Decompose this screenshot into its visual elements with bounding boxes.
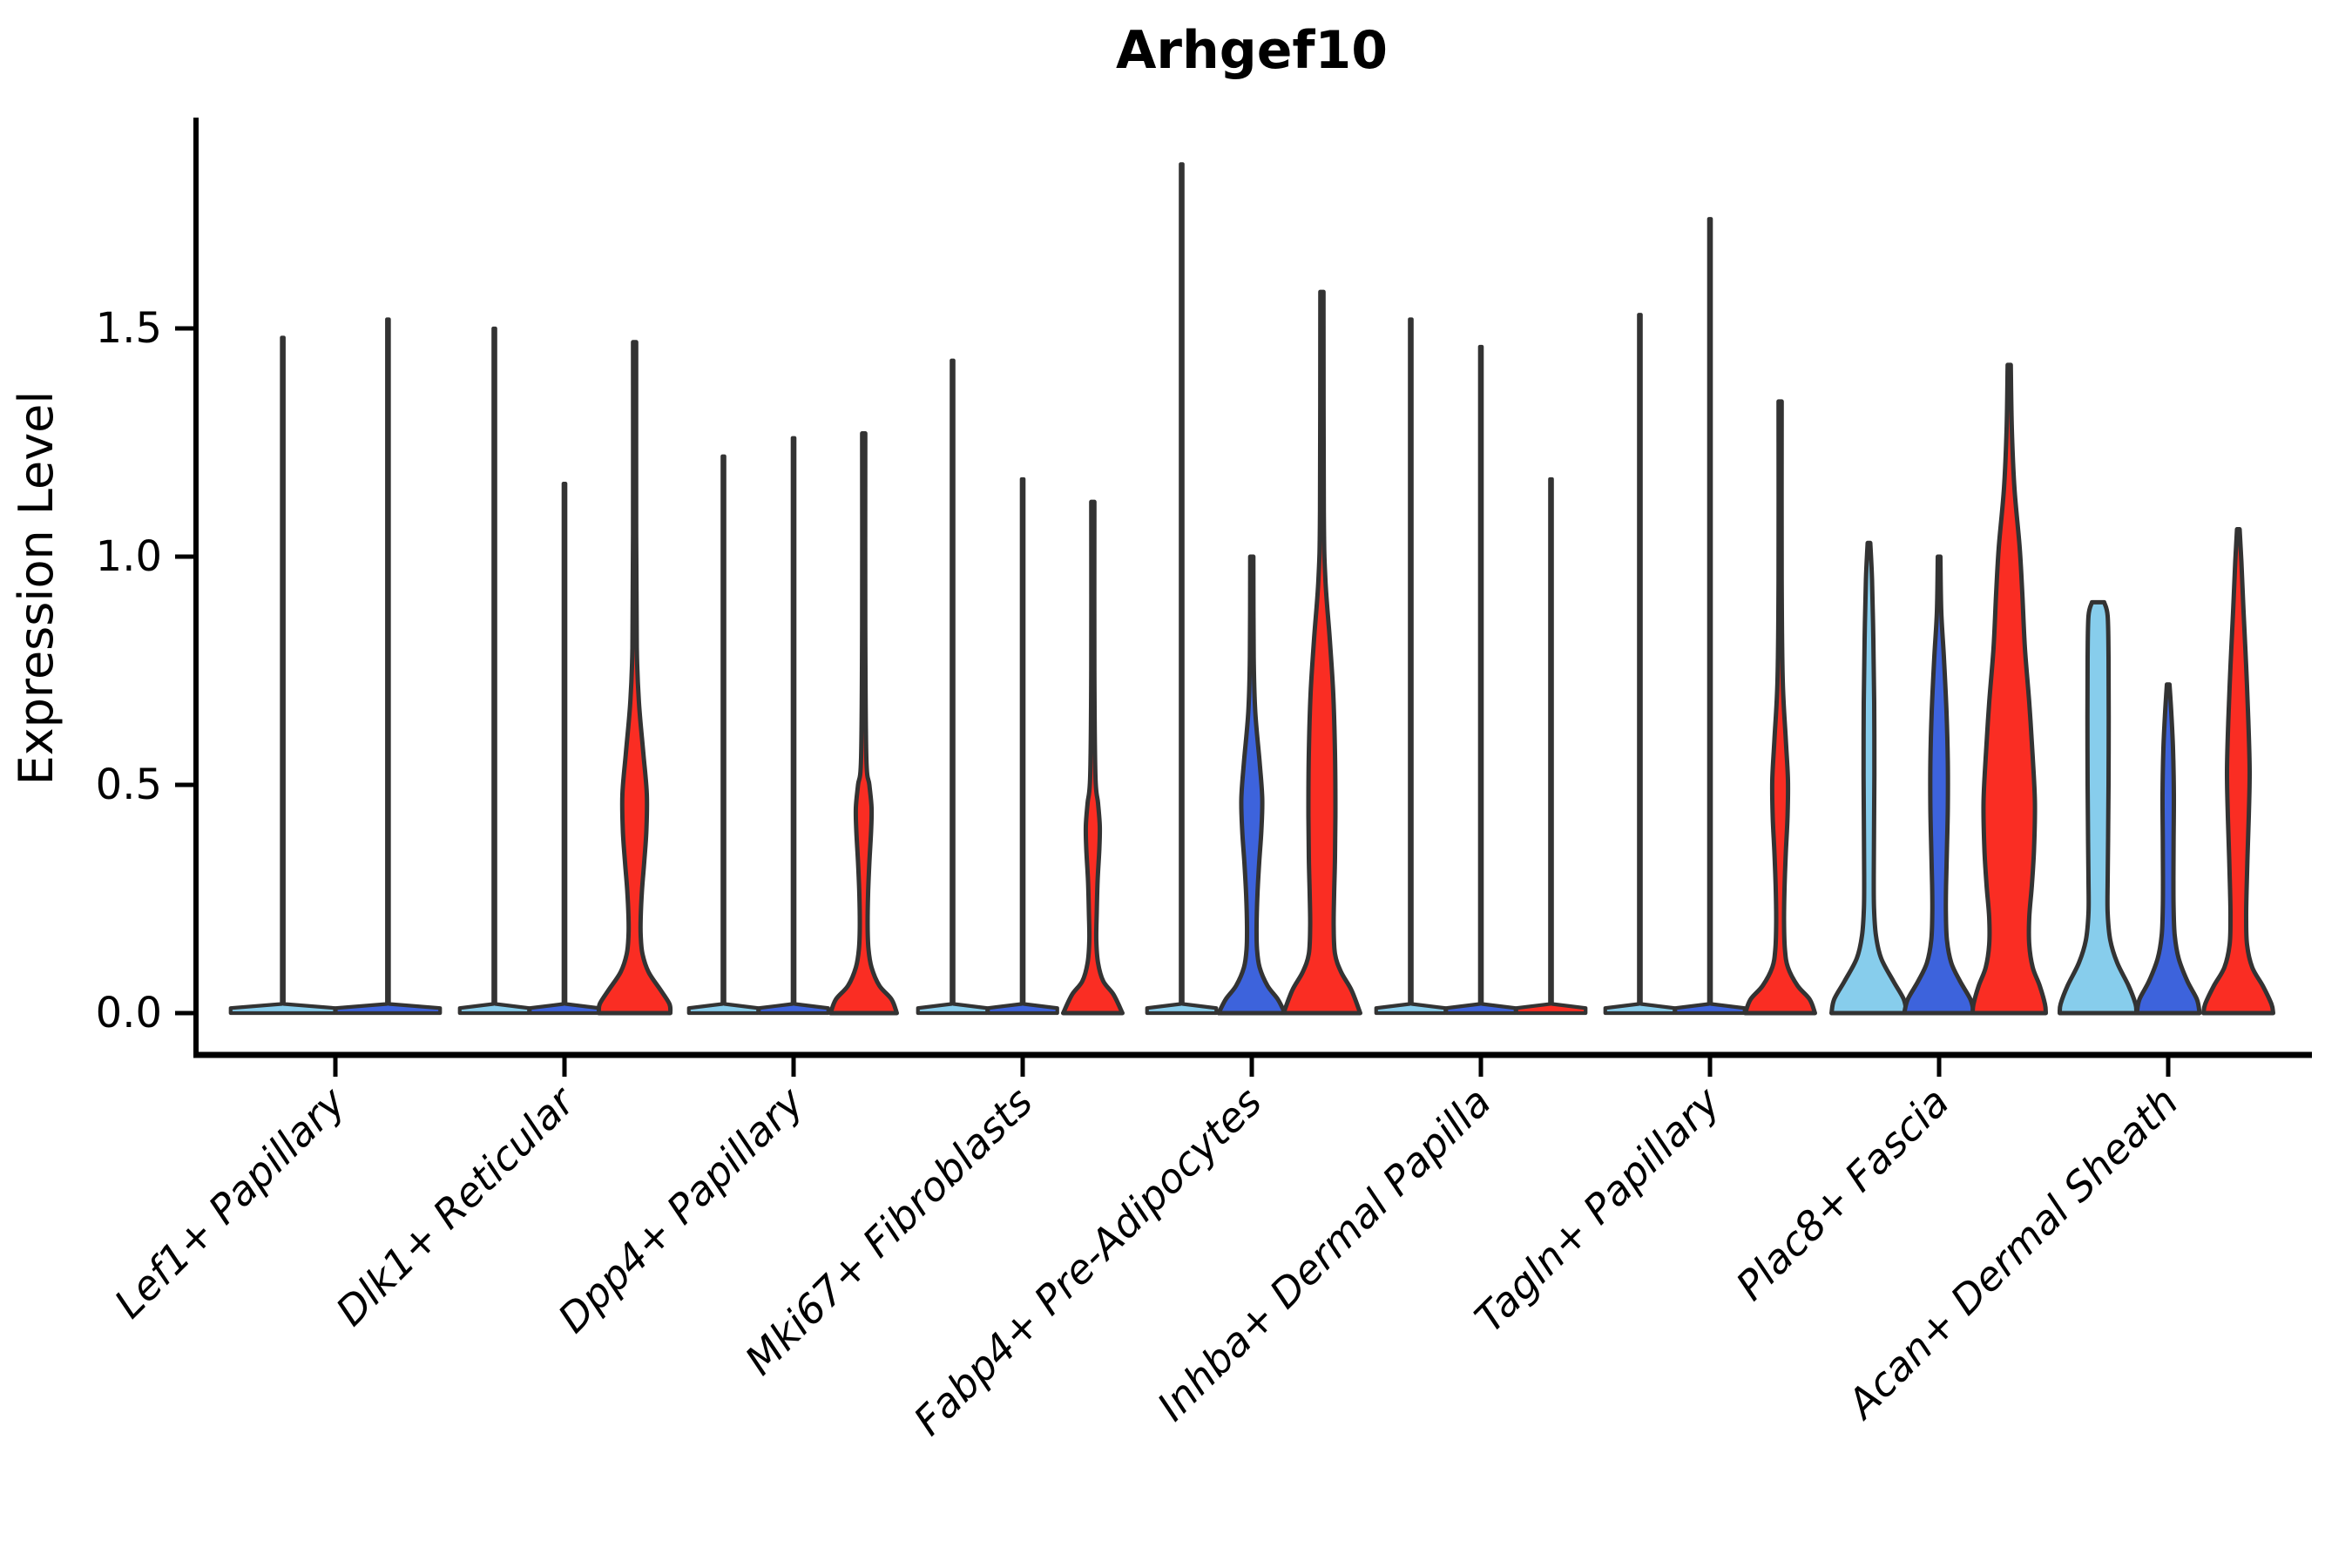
violin-2-1	[457, 326, 531, 1016]
y-tick-label: 0.5	[96, 760, 162, 809]
x-tick-label: Plac8+ Fascia	[1727, 1078, 1957, 1309]
violin-3-3	[828, 431, 899, 1016]
violin-9-3	[2201, 527, 2275, 1016]
y-axis-ticks: 0.0 0.5 1.0 1.5	[96, 304, 196, 1037]
x-tick-label: Tagln+ Papillary	[1465, 1078, 1729, 1342]
violin-6-3	[1514, 476, 1588, 1016]
violin-7-3	[1743, 399, 1817, 1016]
violin-6-1	[1374, 317, 1448, 1016]
x-tick-label: Dlk1+ Reticular	[327, 1076, 585, 1335]
violin-4-1	[916, 358, 990, 1016]
violin-8-1	[1829, 540, 1909, 1016]
violin-6-2	[1444, 344, 1517, 1016]
x-tick-label: Dpp4+ Papillary	[549, 1078, 813, 1342]
violin-8-3	[1970, 362, 2048, 1016]
x-tick-label: Lef1+ Papillary	[105, 1078, 355, 1327]
violin-7-1	[1603, 313, 1677, 1016]
violin-4-3	[1061, 499, 1125, 1016]
violin-8-2	[1902, 554, 1977, 1016]
violin-5-1	[1145, 162, 1219, 1016]
violin-2-3	[596, 340, 673, 1016]
y-tick-label: 1.0	[96, 532, 162, 581]
violin-3-2	[757, 436, 830, 1016]
violin-5-3	[1281, 289, 1362, 1016]
violin-3-1	[686, 454, 760, 1016]
violin-1-2	[334, 317, 443, 1016]
violins-layer	[228, 162, 2275, 1016]
violin-1-1	[228, 335, 337, 1016]
violin-5-2	[1216, 554, 1288, 1016]
chart-title: Arhgef10	[1116, 20, 1388, 81]
y-tick-label: 1.5	[96, 304, 162, 353]
violin-9-1	[2057, 599, 2139, 1016]
y-axis-label: Expression Level	[9, 391, 64, 786]
violin-4-2	[986, 476, 1059, 1016]
violin-9-2	[2134, 682, 2202, 1016]
violin-7-2	[1673, 217, 1747, 1016]
y-tick-label: 0.0	[96, 989, 162, 1037]
violin-2-2	[528, 482, 601, 1016]
